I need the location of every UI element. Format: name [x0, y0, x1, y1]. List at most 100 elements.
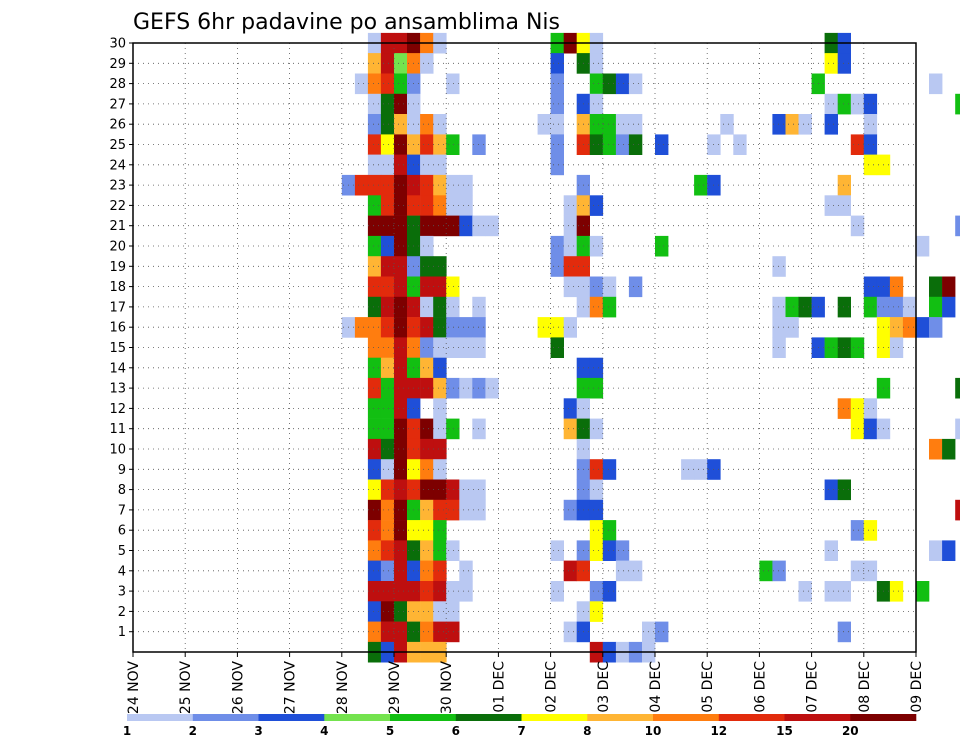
data-cell: [433, 317, 447, 338]
data-cell: [589, 93, 604, 115]
data-cell: [394, 276, 408, 298]
colorbar-segment: [653, 714, 719, 721]
data-cell: [563, 398, 577, 419]
data-cell: [367, 540, 382, 561]
colorbar-label: 10: [645, 724, 662, 738]
x-tick-label: 09 DEC: [909, 661, 925, 713]
data-cell: [446, 499, 460, 521]
data-cell: [420, 540, 434, 561]
y-tick-label: 6: [118, 524, 126, 539]
data-cell: [367, 479, 382, 501]
data-cell: [837, 479, 851, 501]
data-cell: [615, 73, 630, 95]
data-cell: [824, 581, 838, 602]
colorbar-label: 4: [320, 724, 328, 738]
colorbar-segment: [390, 714, 456, 721]
y-tick-label: 16: [109, 321, 126, 336]
data-cell: [433, 296, 447, 318]
data-cell: [420, 256, 434, 277]
y-tick-label: 3: [118, 585, 126, 600]
data-cell: [602, 520, 617, 541]
data-cell: [785, 114, 799, 135]
colorbar-segment: [521, 714, 588, 721]
data-cell: [955, 418, 960, 440]
data-cell: [955, 499, 960, 521]
data-cell: [772, 337, 786, 358]
data-cell: [420, 114, 434, 135]
data-cell: [394, 479, 408, 501]
data-cell: [459, 499, 473, 521]
data-cell: [902, 317, 917, 338]
data-cell: [550, 134, 564, 155]
data-cell: [459, 377, 473, 399]
data-cell: [420, 296, 434, 318]
data-cell: [394, 459, 408, 480]
data-cell: [433, 357, 447, 379]
data-cell: [380, 540, 395, 561]
data-cell: [446, 134, 460, 155]
data-cell: [955, 215, 960, 237]
data-cell: [589, 114, 604, 135]
data-cell: [446, 418, 460, 440]
x-tick-label: 06 DEC: [752, 661, 768, 713]
x-tick-label: 26 NOV: [230, 661, 246, 715]
data-cell: [433, 134, 447, 155]
data-cell: [380, 296, 395, 318]
data-cell: [380, 337, 395, 358]
data-cell: [446, 479, 460, 501]
data-cell: [446, 337, 460, 358]
data-cell: [824, 195, 838, 216]
data-cell: [420, 53, 434, 74]
data-cell: [602, 296, 617, 318]
data-cell: [433, 114, 447, 135]
data-cell: [380, 195, 395, 216]
data-cell: [433, 276, 447, 298]
data-cell: [550, 540, 564, 561]
data-cell: [433, 560, 447, 582]
data-cell: [380, 418, 395, 440]
data-cell: [602, 114, 617, 135]
data-cell: [380, 438, 395, 460]
colorbar-label: 6: [452, 724, 460, 738]
data-cell: [733, 134, 747, 155]
data-cell: [681, 459, 695, 480]
data-cell: [942, 276, 956, 298]
data-cell: [367, 357, 382, 379]
data-cell: [446, 601, 460, 622]
data-cell: [537, 114, 551, 135]
data-cell: [655, 134, 669, 155]
data-cell: [420, 357, 434, 379]
y-tick-label: 13: [109, 382, 126, 397]
data-cell: [420, 215, 434, 237]
data-cell: [380, 154, 395, 176]
data-cell: [367, 276, 382, 298]
data-cell: [563, 235, 577, 257]
data-cell: [589, 520, 604, 541]
data-cell: [420, 377, 434, 399]
data-cell: [394, 581, 408, 602]
y-tick-label: 27: [109, 97, 126, 112]
data-cell: [394, 53, 408, 74]
data-cell: [602, 459, 617, 480]
data-cell: [420, 520, 434, 541]
data-cell: [433, 256, 447, 277]
data-cell: [850, 560, 865, 582]
data-cell: [394, 174, 408, 196]
data-cell: [550, 256, 564, 277]
data-cell: [420, 154, 434, 176]
data-cell: [485, 215, 499, 237]
data-cell: [589, 418, 604, 440]
data-cell: [628, 560, 643, 582]
data-cell: [785, 296, 799, 318]
data-cell: [459, 174, 473, 196]
data-cell: [942, 438, 956, 460]
colorbar-label: 15: [776, 724, 793, 738]
data-cell: [420, 276, 434, 298]
data-cell: [459, 195, 473, 216]
data-cell: [602, 73, 617, 95]
data-cell: [929, 540, 943, 561]
data-cell: [380, 520, 395, 541]
y-tick-label: 7: [118, 503, 126, 518]
colorbar-label: 5: [386, 724, 394, 738]
data-cell: [446, 581, 460, 602]
